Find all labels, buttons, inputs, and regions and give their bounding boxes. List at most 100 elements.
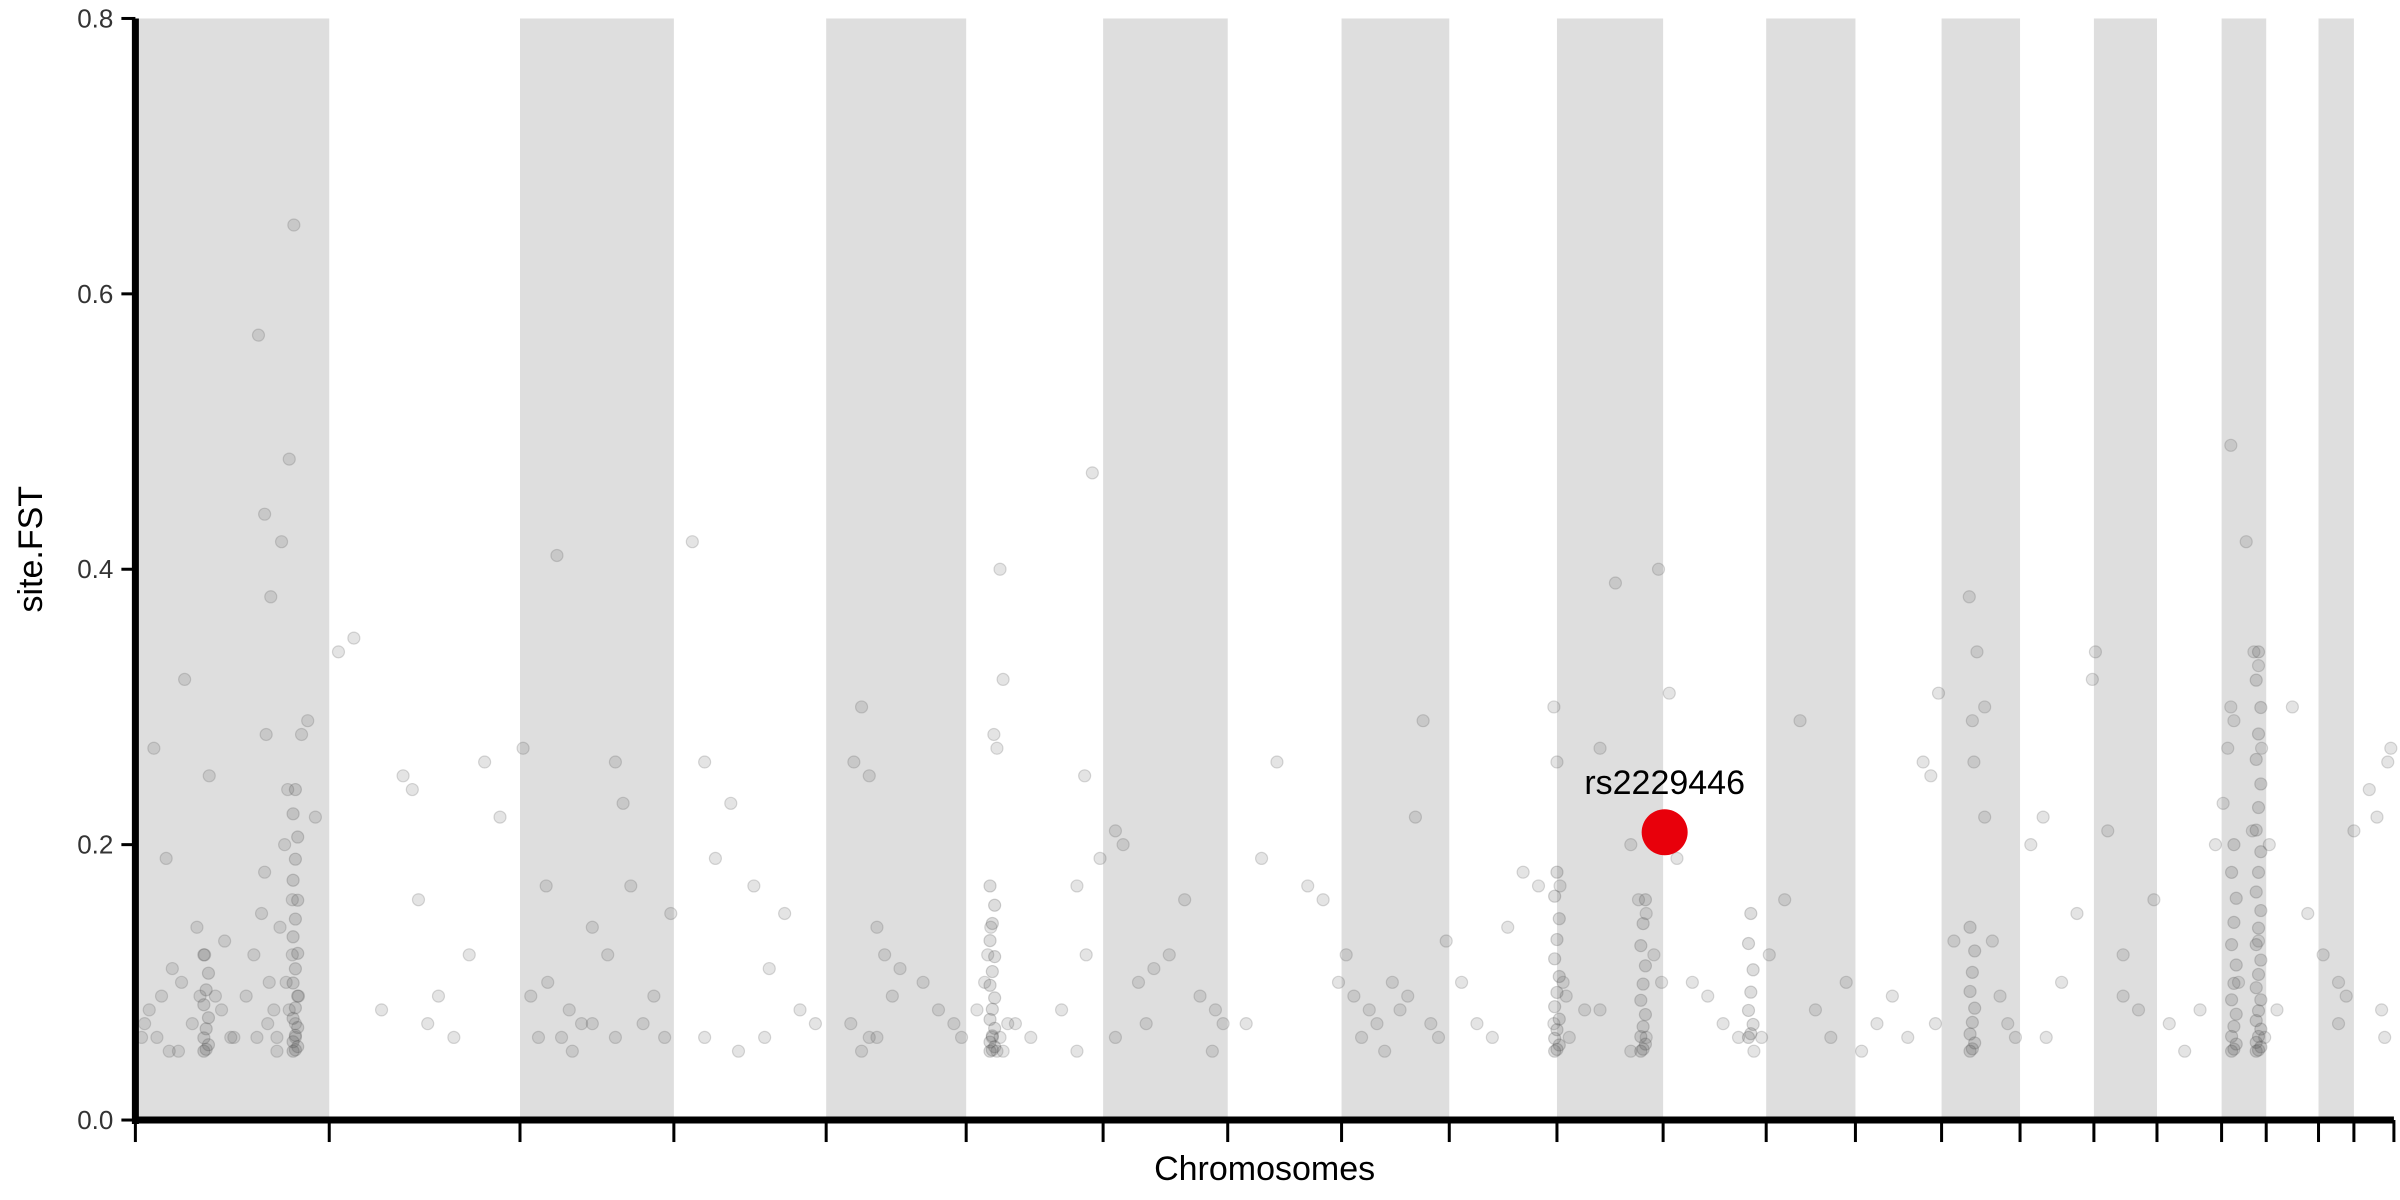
data-point (288, 1028, 302, 1042)
data-point (2224, 1029, 2239, 1044)
data-point (1931, 686, 1946, 700)
data-point (273, 920, 287, 934)
data-point (1552, 1012, 1566, 1026)
data-point (1552, 912, 1566, 926)
data-point (1008, 1017, 1023, 1031)
data-point (2178, 1044, 2192, 1058)
data-point (985, 1002, 999, 1016)
data-point (1924, 769, 1938, 783)
chromosome-band (1941, 18, 2021, 1121)
data-point (279, 975, 293, 989)
data-point (264, 590, 278, 604)
data-point (1762, 948, 1776, 962)
data-point (291, 830, 305, 844)
data-point (270, 1044, 284, 1058)
data-point (288, 1030, 302, 1045)
data-point (1378, 1044, 1392, 1058)
data-point (854, 1044, 869, 1058)
data-point (2208, 838, 2223, 852)
data-point (1131, 975, 1146, 989)
data-point (1401, 989, 1415, 1003)
data-point (1147, 961, 1161, 976)
data-point (954, 1030, 969, 1045)
data-point (988, 1040, 1002, 1054)
data-point (1550, 932, 1564, 947)
data-point (862, 1030, 876, 1045)
data-point (1963, 1044, 1977, 1058)
data-point (2224, 700, 2238, 714)
data-point (993, 562, 1007, 576)
data-point (562, 1003, 576, 1017)
data-point (1550, 1042, 1564, 1057)
data-point (862, 769, 876, 783)
data-point (1416, 714, 1430, 728)
data-point (2254, 700, 2268, 715)
data-point (2116, 948, 2130, 962)
data-point (1093, 851, 1107, 866)
data-point (2270, 1003, 2284, 1017)
data-point (291, 946, 305, 960)
data-point (2347, 824, 2361, 838)
data-point (405, 782, 419, 797)
data-point (1393, 1003, 1407, 1017)
data-point (970, 1003, 984, 1017)
data-point (1354, 1030, 1369, 1045)
data-point (291, 1040, 305, 1054)
data-point (531, 1030, 546, 1045)
data-point (224, 1030, 238, 1045)
data-point (197, 1044, 211, 1058)
data-point (758, 1030, 772, 1045)
data-point (985, 916, 999, 931)
data-point (1470, 1017, 1484, 1031)
data-point (2221, 741, 2235, 755)
axes: 0.0 0.2 0.4 0.6 0.8 (77, 3, 2396, 1143)
data-point (516, 741, 530, 755)
data-point (983, 978, 997, 992)
data-point (2251, 1043, 2266, 1057)
data-point (162, 1044, 176, 1058)
data-point (1454, 975, 1469, 989)
data-point (201, 1011, 216, 1025)
data-point (288, 962, 302, 976)
data-point (854, 700, 869, 714)
data-point (374, 1003, 389, 1017)
data-point (893, 961, 907, 976)
data-point (524, 989, 538, 1003)
data-point (844, 1017, 858, 1031)
data-point (1947, 934, 1961, 948)
data-point (1741, 1003, 1756, 1018)
data-point (1824, 1030, 1838, 1045)
data-point (931, 1003, 946, 1017)
data-point (1270, 755, 1284, 769)
data-point (1639, 906, 1653, 921)
data-point (539, 879, 553, 893)
data-point (1254, 851, 1269, 866)
data-point (493, 810, 507, 824)
data-point (541, 975, 555, 989)
y-axis-title: site.FST (12, 486, 50, 613)
data-point (1593, 741, 1607, 755)
data-point (2258, 1030, 2272, 1045)
data-point (1347, 989, 1361, 1003)
data-point (2229, 891, 2243, 905)
data-point (988, 1021, 1002, 1035)
data-point (985, 1029, 999, 1043)
data-point (1985, 934, 1999, 948)
data-point (1647, 948, 1661, 962)
data-point (1070, 879, 1084, 893)
data-point (2251, 934, 2266, 948)
data-point (1746, 963, 1760, 977)
data-point (447, 1030, 461, 1045)
data-point (431, 989, 446, 1003)
data-point (724, 796, 738, 810)
data-point (1965, 1042, 1979, 1056)
data-point (171, 1044, 186, 1058)
data-point (288, 852, 302, 866)
data-point (585, 920, 599, 934)
data-point (2229, 1037, 2243, 1051)
data-point (1424, 1017, 1438, 1031)
data-point (1839, 975, 1853, 989)
data-point (870, 1030, 884, 1045)
data-point (2254, 953, 2268, 967)
data-point (1754, 1030, 1769, 1045)
